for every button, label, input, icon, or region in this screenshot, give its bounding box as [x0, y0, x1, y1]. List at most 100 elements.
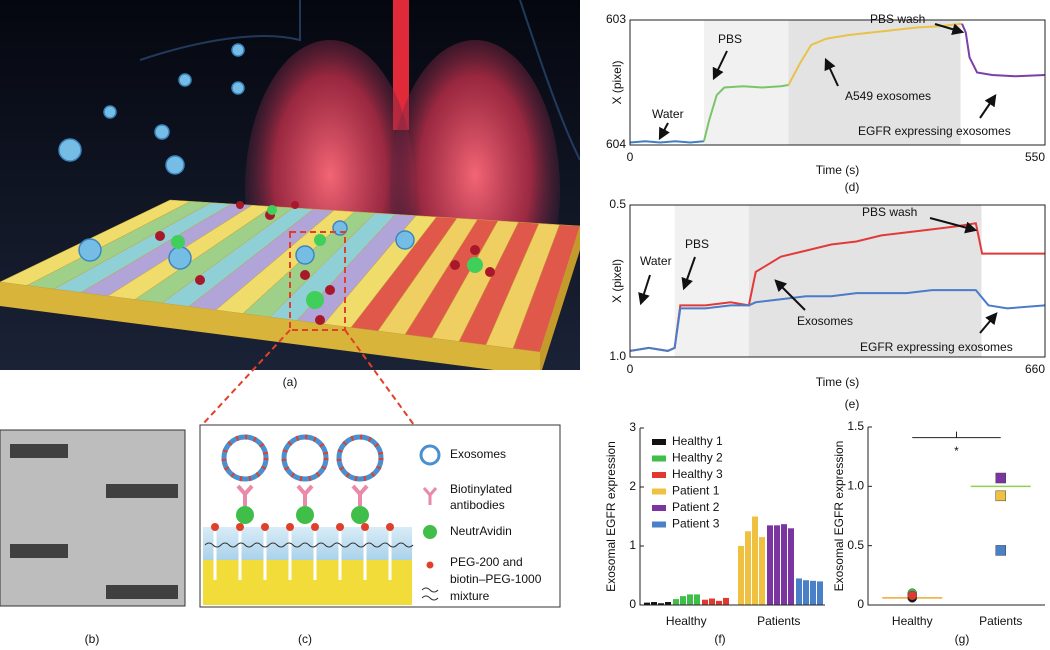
- point: [995, 545, 1006, 556]
- legend-icon-peg: [421, 587, 439, 601]
- schematic-legend-label: biotin–PEG-1000: [450, 572, 542, 586]
- render-illustration: [0, 0, 580, 370]
- shaded-region: [788, 20, 961, 145]
- bar: [709, 598, 715, 605]
- y-tick-label: 0.5: [847, 538, 864, 552]
- panel-label: (b): [85, 632, 100, 646]
- legend-label: Patient 3: [672, 517, 720, 531]
- bar: [644, 602, 650, 605]
- annotation-arrow: [979, 94, 997, 119]
- panel-label: (c): [298, 632, 312, 646]
- legend-label: Patient 1: [672, 484, 720, 498]
- exosomes: [58, 43, 415, 270]
- legend-swatch: [652, 488, 666, 495]
- schematic-legend-label: Exosomes: [450, 447, 506, 461]
- annotation-arrow: [934, 23, 965, 36]
- bar: [694, 594, 700, 605]
- trachea: [393, 0, 409, 130]
- bar: [767, 525, 773, 605]
- y-axis-label: X (pixel): [610, 60, 624, 104]
- bar: [796, 578, 802, 605]
- y-axis-label: X (pixel): [610, 259, 624, 303]
- annotation-arrow: [658, 122, 670, 141]
- bar: [665, 602, 671, 605]
- y-axis-label: Exosomal EGFR expression: [832, 441, 846, 592]
- y-tick-label: 1.5: [847, 419, 864, 433]
- y-tick-label: 603: [606, 12, 626, 26]
- bar: [781, 524, 787, 605]
- x-tick-label: 550: [1025, 150, 1045, 164]
- bar: [716, 600, 722, 605]
- annotation-arrow: [681, 256, 696, 291]
- micrograph-frame: [0, 429, 186, 607]
- bar: [803, 580, 809, 605]
- peg-chains: [204, 542, 414, 548]
- x-tick-label: Patients: [757, 614, 800, 628]
- line-series: [787, 22, 963, 86]
- annotation: EGFR expressing exosomes: [860, 340, 1013, 354]
- shaded-region: [748, 205, 982, 357]
- x-tick-label: 0: [627, 362, 634, 376]
- y-tick-label: 1.0: [847, 479, 864, 493]
- x-tick-label: 0: [627, 150, 634, 164]
- bar: [651, 602, 657, 605]
- cantilever: [10, 444, 68, 458]
- line-series: [961, 23, 1046, 78]
- legend-icon-biotin: [426, 561, 434, 569]
- micrograph: [0, 429, 186, 607]
- y-tick-label: 0: [857, 597, 864, 611]
- legend-label: Healthy 3: [672, 467, 723, 481]
- legend-icon-antibody: [422, 487, 438, 505]
- slab-side: [540, 226, 580, 370]
- y-tick-label: 2: [629, 479, 636, 493]
- line-series: [629, 289, 1046, 352]
- annotation: Exosomes: [797, 314, 853, 328]
- significance-label: *: [954, 444, 959, 458]
- legend-icon-exosome: [419, 444, 441, 466]
- bar: [752, 516, 758, 605]
- gold-layer: [203, 560, 412, 605]
- cantilever: [106, 585, 178, 599]
- legend-swatch: [652, 439, 666, 445]
- line-series: [702, 84, 789, 142]
- legend-swatch: [652, 521, 666, 528]
- annotation: EGFR expressing exosomes: [858, 124, 1011, 138]
- annotation-arrow: [712, 50, 728, 81]
- legend-label: Healthy 2: [672, 451, 723, 465]
- neutravidin: [236, 506, 369, 524]
- annotation-arrow: [979, 312, 998, 334]
- y-tick-label: 604: [606, 137, 626, 151]
- biotin-dots: [211, 523, 394, 531]
- bar: [738, 546, 744, 605]
- significance-bracket: [912, 431, 1001, 439]
- panel-label: (g): [955, 632, 970, 646]
- x-tick-label: Healthy: [892, 614, 933, 628]
- annotation: Water: [652, 107, 684, 121]
- y-tick-label: 1.0: [609, 349, 626, 363]
- annotation: PBS wash: [862, 205, 917, 219]
- legend-icon-neutravidin: [423, 525, 437, 539]
- bar: [788, 528, 794, 605]
- annotation-arrow: [774, 279, 806, 311]
- y-tick-label: 3: [629, 420, 636, 434]
- plot-frame: [629, 204, 1046, 358]
- panel-label: (d): [845, 180, 860, 194]
- panel-label: (e): [845, 397, 860, 411]
- annotation: PBS: [718, 32, 742, 46]
- annotation-arrow: [638, 274, 651, 306]
- cantilever: [106, 484, 178, 498]
- bar: [687, 594, 693, 605]
- x-tick-label: 660: [1025, 362, 1045, 376]
- schematic-legend-label: antibodies: [450, 498, 505, 512]
- body-outline: [139, 0, 580, 161]
- antibodies: [236, 484, 369, 506]
- point: [995, 472, 1006, 484]
- legend-swatch: [652, 455, 666, 462]
- bar: [673, 599, 679, 605]
- y-tick-label: 1: [629, 538, 636, 552]
- legend-label: Patient 2: [672, 500, 720, 514]
- annotation: A549 exosomes: [845, 89, 931, 103]
- line-series: [629, 140, 705, 144]
- bar: [658, 603, 664, 605]
